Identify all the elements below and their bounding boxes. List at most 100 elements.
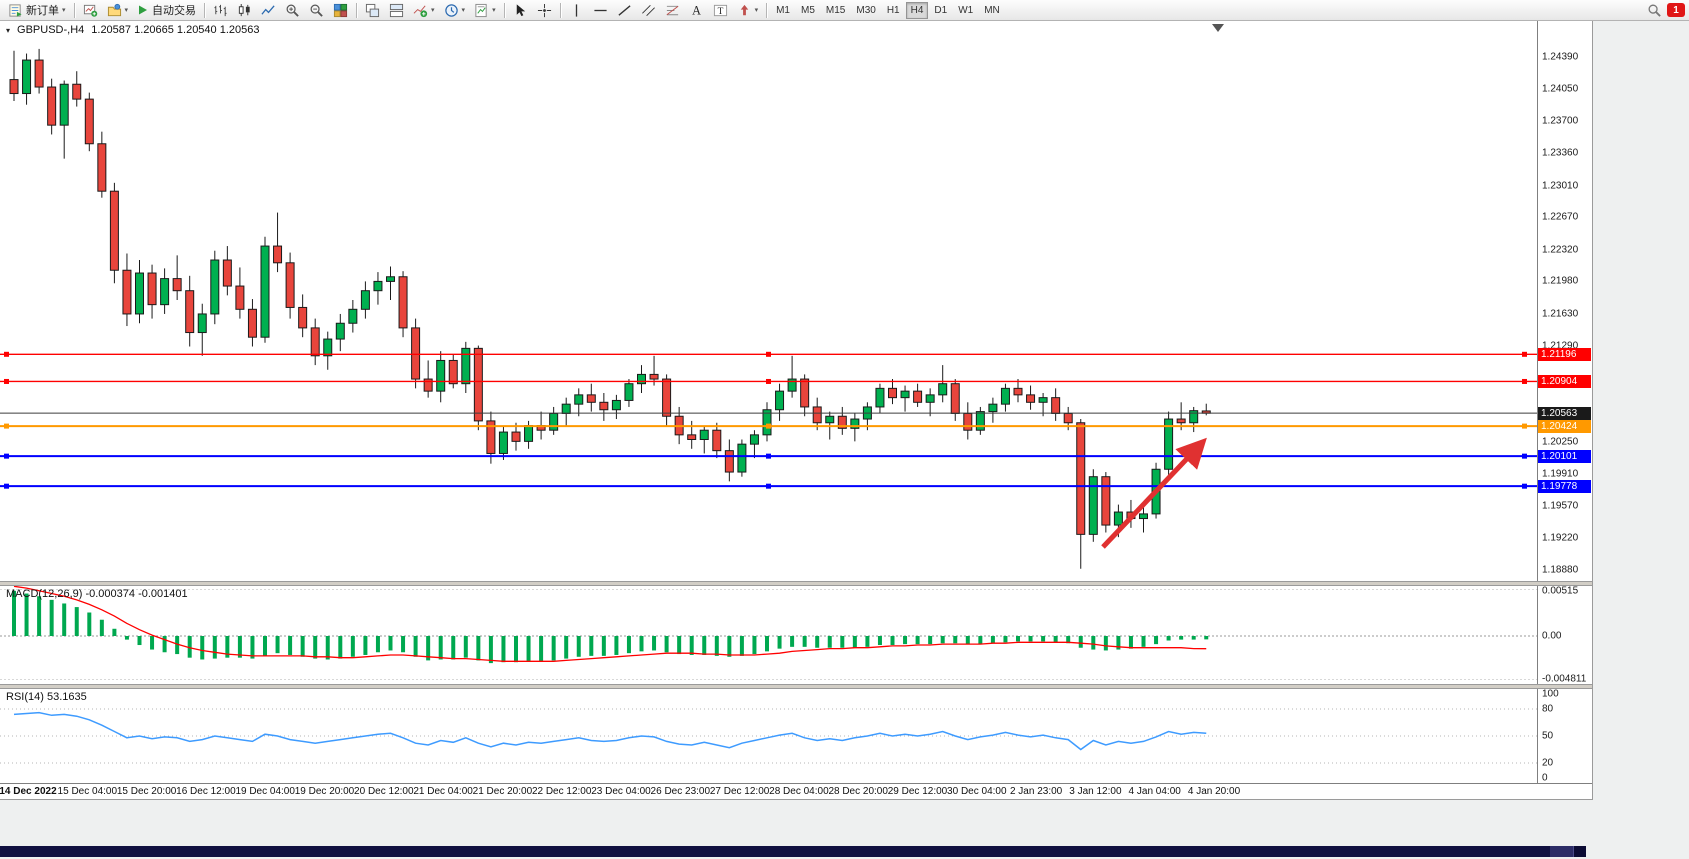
time-axis-label: 26 Dec 23:00 bbox=[650, 786, 711, 797]
chevron-down-icon: ▾ bbox=[62, 6, 66, 14]
price-tag: 1.19778 bbox=[1538, 479, 1591, 493]
pane-separator[interactable] bbox=[0, 684, 1592, 689]
chart-horizontal-scrollbar[interactable] bbox=[0, 846, 1586, 857]
chart-window: ▾ GBPUSD-,H4 1.20587 1.20665 1.20540 1.2… bbox=[0, 21, 1593, 800]
text-button[interactable]: A bbox=[685, 1, 708, 19]
crosshair-icon bbox=[537, 3, 551, 17]
auto-trading-play-icon bbox=[139, 5, 148, 15]
axis-tick-label: 1.22320 bbox=[1542, 244, 1579, 256]
rsi-pane[interactable]: RSI(14) 53.1635 100 80 50 20 0 bbox=[0, 689, 1592, 784]
tile-windows-button[interactable] bbox=[329, 1, 352, 19]
time-axis[interactable]: 14 Dec 2022 15 Dec 04:00 15 Dec 20:00 16 De… bbox=[0, 783, 1592, 799]
templates-icon bbox=[475, 3, 487, 17]
tile-windows-icon bbox=[333, 3, 348, 17]
axis-tick-label: 0.00515 bbox=[1542, 585, 1579, 597]
axis-tick-label: 1.24390 bbox=[1542, 51, 1579, 63]
line-chart-button[interactable] bbox=[257, 1, 280, 19]
auto-trading-button[interactable]: 自动交易 bbox=[133, 1, 200, 19]
new-order-button[interactable]: 新订单 ▾ bbox=[4, 1, 70, 19]
rsi-plot[interactable] bbox=[0, 689, 1538, 783]
time-axis-label: 15 Dec 20:00 bbox=[116, 786, 177, 797]
axis-tick-label: 1.23010 bbox=[1542, 180, 1579, 192]
zoom-out-button[interactable] bbox=[305, 1, 328, 19]
time-axis-label: 27 Dec 12:00 bbox=[709, 786, 770, 797]
axis-tick-label: 50 bbox=[1542, 730, 1554, 742]
pane-separator[interactable] bbox=[0, 581, 1592, 586]
notification-badge[interactable]: 1 bbox=[1667, 3, 1685, 17]
timeframe-button-h1[interactable]: H1 bbox=[882, 2, 905, 19]
svg-text:A: A bbox=[692, 3, 701, 17]
text-icon: A bbox=[692, 3, 701, 17]
timeframe-button-m1[interactable]: M1 bbox=[771, 2, 795, 19]
axis-tick-label: 1.18880 bbox=[1542, 564, 1579, 576]
toolbar-separator bbox=[766, 2, 768, 18]
profiles-icon bbox=[107, 3, 121, 16]
crosshair-button[interactable] bbox=[533, 1, 556, 19]
timeframe-group: M1 M5 M15 M30 H1 H4 D1 W1 MN bbox=[771, 1, 1005, 19]
new-order-icon bbox=[9, 3, 22, 17]
new-chart-button[interactable] bbox=[79, 1, 102, 19]
timeframe-button-h4[interactable]: H4 bbox=[905, 1, 929, 19]
horizontal-line-button[interactable] bbox=[589, 1, 612, 19]
timeframe-button-mn[interactable]: MN bbox=[979, 2, 1005, 19]
scrollbar-grip[interactable] bbox=[1573, 846, 1586, 857]
time-axis-label: 3 Jan 12:00 bbox=[1069, 786, 1122, 797]
new-order-label: 新订单 bbox=[26, 5, 59, 17]
main-chart-pane[interactable]: ▾ GBPUSD-,H4 1.20587 1.20665 1.20540 1.2… bbox=[0, 21, 1592, 581]
timeframe-button-m5[interactable]: M5 bbox=[796, 2, 820, 19]
chart-symbol-period: GBPUSD-,H4 bbox=[17, 24, 85, 36]
timeframe-button-m30[interactable]: M30 bbox=[851, 2, 880, 19]
axis-tick-label: 1.19570 bbox=[1542, 500, 1579, 512]
axis-tick-label: -0.004811 bbox=[1542, 673, 1587, 685]
time-axis-label: 30 Dec 04:00 bbox=[947, 786, 1007, 797]
horizontal-line-icon bbox=[593, 9, 607, 11]
arrange-windows-button[interactable] bbox=[385, 1, 408, 19]
bar-chart-button[interactable] bbox=[209, 1, 232, 19]
price-tag: 1.20904 bbox=[1538, 374, 1591, 388]
arrows-icon bbox=[740, 4, 748, 15]
time-axis-label: 14 Dec 2022 bbox=[0, 786, 57, 797]
auto-trading-label: 自动交易 bbox=[152, 5, 197, 17]
chevron-down-icon: ▾ bbox=[461, 6, 466, 14]
chevron-down-icon: ▾ bbox=[431, 6, 435, 14]
timeframe-button-m15[interactable]: M15 bbox=[821, 2, 850, 19]
profiles-button[interactable]: ▾ bbox=[103, 1, 133, 19]
cursor-button[interactable] bbox=[509, 1, 532, 19]
text-label-button[interactable]: T bbox=[709, 1, 732, 19]
zoom-in-button[interactable] bbox=[281, 1, 304, 19]
macd-pane[interactable]: MACD(12,26,9) -0.000374 -0.001401 0.0051… bbox=[0, 585, 1592, 685]
arrows-button[interactable]: ▾ bbox=[733, 1, 763, 19]
price-axis[interactable]: 1.24390 1.24050 1.23700 1.23360 1.23010 1.226… bbox=[1537, 21, 1592, 581]
time-axis-label: 28 Dec 04:00 bbox=[769, 786, 829, 797]
cascade-windows-button[interactable] bbox=[361, 1, 384, 19]
indicators-icon bbox=[413, 5, 428, 17]
fibonacci-button[interactable] bbox=[661, 1, 684, 19]
timeframe-button-d1[interactable]: D1 bbox=[929, 2, 952, 19]
templates-button[interactable]: ▾ bbox=[470, 1, 500, 19]
search-button[interactable] bbox=[1643, 1, 1666, 19]
axis-tick-label: 80 bbox=[1542, 703, 1554, 715]
periods-icon bbox=[444, 3, 458, 17]
axis-tick-label: 1.24050 bbox=[1542, 83, 1579, 95]
rsi-axis[interactable]: 100 80 50 20 0 bbox=[1537, 689, 1592, 784]
channel-button[interactable] bbox=[637, 1, 660, 19]
indicators-button[interactable]: ▾ bbox=[409, 1, 439, 19]
vertical-line-button[interactable] bbox=[565, 1, 588, 19]
timeframe-button-w1[interactable]: W1 bbox=[953, 2, 978, 19]
trendline-button[interactable] bbox=[613, 1, 636, 19]
bar-chart-icon bbox=[214, 4, 227, 16]
candlestick-button[interactable] bbox=[233, 1, 256, 19]
zoom-out-icon bbox=[310, 4, 323, 17]
time-axis-label: 20 Dec 12:00 bbox=[354, 786, 414, 797]
toolbar-separator bbox=[204, 2, 206, 18]
macd-axis[interactable]: 0.00515 0.00 -0.004811 bbox=[1537, 585, 1592, 685]
scrollbar-thumb[interactable] bbox=[0, 846, 1550, 857]
line-chart-icon bbox=[261, 4, 275, 15]
candlestick-plot[interactable] bbox=[0, 21, 1538, 581]
price-tag: 1.20563 bbox=[1538, 406, 1591, 420]
periods-button[interactable]: ▾ bbox=[440, 1, 470, 19]
chart-title: ▾ GBPUSD-,H4 1.20587 1.20665 1.20540 1.2… bbox=[6, 24, 259, 36]
macd-plot[interactable] bbox=[0, 586, 1538, 684]
one-click-trading-toggle[interactable]: ▾ bbox=[6, 25, 11, 35]
price-tag: 1.21196 bbox=[1538, 347, 1591, 361]
